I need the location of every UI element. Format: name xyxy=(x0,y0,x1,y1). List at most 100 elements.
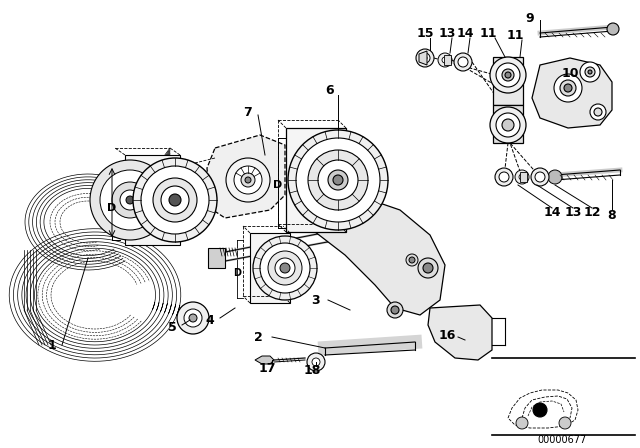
Circle shape xyxy=(275,258,295,278)
Text: 18: 18 xyxy=(303,363,321,376)
Polygon shape xyxy=(444,55,451,65)
Circle shape xyxy=(442,57,448,63)
Circle shape xyxy=(505,72,511,78)
Text: 11: 11 xyxy=(479,26,497,39)
Circle shape xyxy=(499,172,509,182)
Polygon shape xyxy=(286,128,346,232)
Circle shape xyxy=(560,80,576,96)
Circle shape xyxy=(253,236,317,300)
Polygon shape xyxy=(207,135,285,218)
Circle shape xyxy=(580,62,600,82)
Circle shape xyxy=(554,74,582,102)
Circle shape xyxy=(531,168,549,186)
Text: 15: 15 xyxy=(416,26,434,39)
Circle shape xyxy=(496,63,520,87)
Text: 17: 17 xyxy=(259,362,276,375)
Text: 14: 14 xyxy=(543,206,561,219)
Circle shape xyxy=(454,53,472,71)
Text: 8: 8 xyxy=(608,208,616,221)
Circle shape xyxy=(234,166,262,194)
Text: 4: 4 xyxy=(205,314,214,327)
Circle shape xyxy=(245,177,251,183)
Circle shape xyxy=(496,113,520,137)
Circle shape xyxy=(533,403,547,417)
Circle shape xyxy=(387,302,403,318)
Circle shape xyxy=(333,175,343,185)
Circle shape xyxy=(288,130,388,230)
Circle shape xyxy=(588,70,592,74)
Circle shape xyxy=(535,172,545,182)
Polygon shape xyxy=(493,105,523,143)
Circle shape xyxy=(100,170,160,230)
Polygon shape xyxy=(520,172,527,182)
Text: 16: 16 xyxy=(438,328,456,341)
Text: 6: 6 xyxy=(326,83,334,96)
Circle shape xyxy=(416,49,434,67)
Text: D: D xyxy=(108,203,116,213)
Circle shape xyxy=(141,166,209,234)
Circle shape xyxy=(515,170,529,184)
Polygon shape xyxy=(255,356,274,364)
Text: 13: 13 xyxy=(438,26,456,39)
Circle shape xyxy=(120,190,140,210)
Circle shape xyxy=(177,302,209,334)
Circle shape xyxy=(516,417,528,429)
Circle shape xyxy=(548,170,562,184)
Text: D: D xyxy=(273,180,283,190)
Polygon shape xyxy=(428,305,492,360)
Circle shape xyxy=(590,104,606,120)
Polygon shape xyxy=(493,57,523,105)
Circle shape xyxy=(564,84,572,92)
Circle shape xyxy=(296,138,380,222)
Circle shape xyxy=(406,254,418,266)
Circle shape xyxy=(490,107,526,143)
Circle shape xyxy=(161,186,189,214)
Text: 5: 5 xyxy=(168,320,177,333)
Circle shape xyxy=(519,174,525,180)
Circle shape xyxy=(260,243,310,293)
Circle shape xyxy=(90,160,170,240)
Text: 11: 11 xyxy=(506,29,524,42)
Circle shape xyxy=(312,358,320,366)
Circle shape xyxy=(307,353,325,371)
Text: 13: 13 xyxy=(564,206,582,219)
Text: 00000677: 00000677 xyxy=(538,435,587,445)
Circle shape xyxy=(495,168,513,186)
Circle shape xyxy=(502,119,514,131)
Circle shape xyxy=(420,53,430,63)
Circle shape xyxy=(418,258,438,278)
Circle shape xyxy=(458,57,468,67)
Text: 10: 10 xyxy=(561,66,579,79)
Polygon shape xyxy=(532,58,612,128)
Text: 1: 1 xyxy=(47,339,56,352)
Circle shape xyxy=(280,263,290,273)
Circle shape xyxy=(391,306,399,314)
Circle shape xyxy=(226,158,270,202)
Polygon shape xyxy=(419,51,427,65)
Circle shape xyxy=(112,182,148,218)
Circle shape xyxy=(318,160,358,200)
Circle shape xyxy=(409,257,415,263)
Polygon shape xyxy=(310,195,445,315)
Circle shape xyxy=(490,57,526,93)
Text: 3: 3 xyxy=(310,293,319,306)
Circle shape xyxy=(423,56,427,60)
Circle shape xyxy=(184,309,202,327)
Circle shape xyxy=(189,314,197,322)
Text: 12: 12 xyxy=(583,206,601,219)
Polygon shape xyxy=(250,233,290,303)
Circle shape xyxy=(423,263,433,273)
Polygon shape xyxy=(125,155,180,245)
Circle shape xyxy=(559,417,571,429)
Circle shape xyxy=(169,194,181,206)
Circle shape xyxy=(308,150,368,210)
Circle shape xyxy=(607,23,619,35)
Circle shape xyxy=(126,196,134,204)
Circle shape xyxy=(153,178,197,222)
Text: 2: 2 xyxy=(253,331,262,344)
Circle shape xyxy=(585,67,595,77)
Circle shape xyxy=(268,251,302,285)
Circle shape xyxy=(594,108,602,116)
Circle shape xyxy=(133,158,217,242)
Text: 14: 14 xyxy=(456,26,474,39)
